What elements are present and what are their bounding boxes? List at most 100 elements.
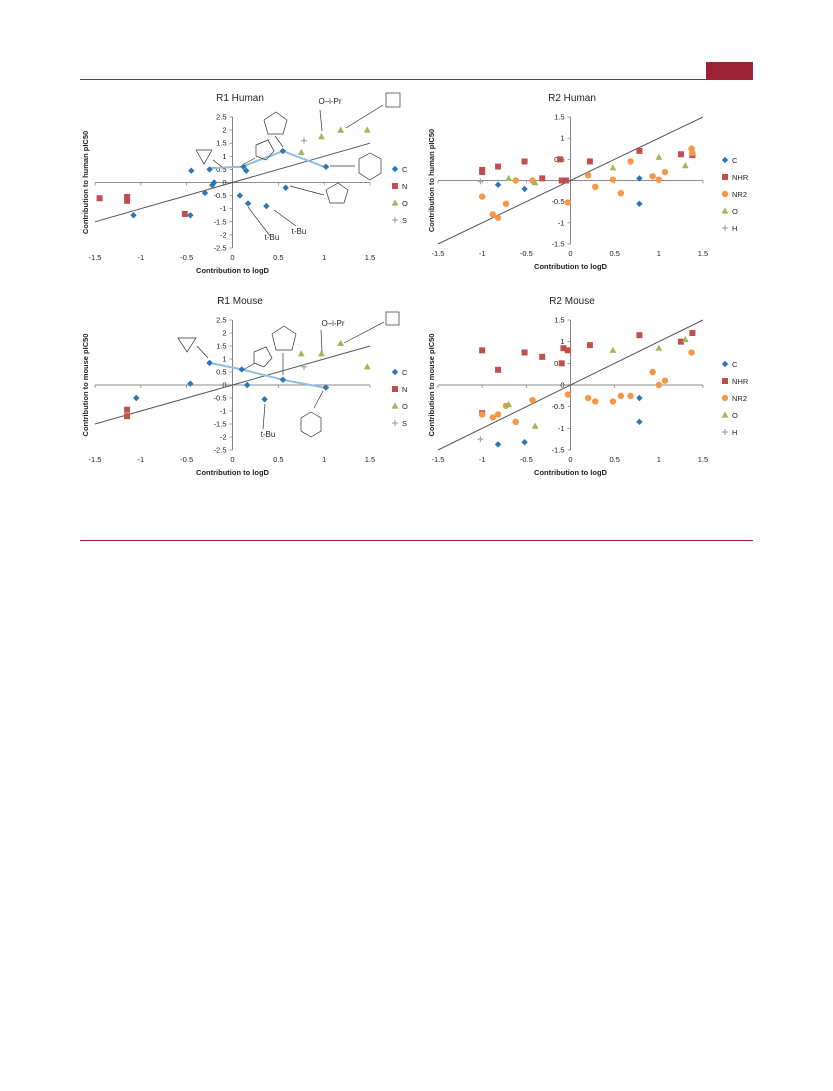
header-rule [80, 79, 753, 80]
legend-marker [391, 165, 399, 173]
legend-label: NR2 [732, 190, 747, 199]
data-point [124, 413, 131, 420]
data-point [130, 212, 137, 219]
data-point [124, 197, 131, 204]
x-tick-label: 0 [568, 249, 572, 258]
data-point [318, 350, 325, 357]
data-point [489, 211, 496, 218]
data-point [592, 183, 599, 191]
series-O [505, 335, 689, 429]
y-axis-label: Contribution to human pIC50 [427, 129, 436, 232]
data-point [627, 158, 634, 165]
data-point [124, 406, 131, 413]
data-point [337, 126, 345, 133]
y-tick-label: 1 [222, 152, 226, 161]
legend-label: H [732, 428, 737, 437]
data-point [494, 214, 502, 221]
legend-label: N [402, 385, 407, 394]
legend-label: C [402, 368, 408, 377]
x-axis-label: Contribution to logD [196, 266, 269, 275]
y-tick-label: 2 [222, 126, 226, 135]
arrow [262, 403, 266, 430]
data-point [477, 436, 484, 443]
series-C [494, 175, 643, 207]
data-point [261, 396, 268, 403]
chart-1: R2 Human1.510.50-0.5-1-1.5-1.5-1-0.500.5… [427, 93, 749, 271]
data-point [301, 137, 307, 144]
data-point [238, 366, 245, 373]
arrow [313, 390, 324, 409]
legend-label: O [402, 199, 408, 208]
annotation-label: t-Bu [292, 227, 307, 236]
cyclopropyl-icon [195, 149, 213, 165]
series-NHR [479, 330, 696, 417]
data-point [187, 380, 194, 387]
y-tick-label: -0.5 [552, 197, 565, 206]
y-tick-label: 1 [560, 337, 564, 346]
y-tick-label: -1.5 [214, 217, 227, 226]
data-point [243, 167, 250, 174]
x-tick-label: -0.5 [180, 455, 193, 464]
arrow [242, 362, 256, 371]
arrow [289, 185, 325, 196]
legend-marker [722, 429, 728, 435]
x-tick-label: 1.5 [365, 253, 375, 262]
data-point [564, 391, 572, 398]
data-point [479, 347, 486, 354]
data-point [688, 349, 695, 356]
cyclohexyl-icon [300, 411, 322, 438]
x-tick-label: 1 [657, 249, 661, 258]
data-point [521, 349, 528, 356]
data-point [337, 339, 345, 346]
data-point [609, 398, 617, 405]
data-point [279, 147, 287, 155]
legend-label: NHR [732, 377, 749, 386]
legend-marker [721, 411, 729, 418]
annotation-label: O–i-Pr [321, 319, 344, 328]
x-tick-label: 0.5 [609, 249, 619, 258]
data-point [201, 189, 209, 197]
arrow [243, 157, 256, 165]
series-H [477, 178, 484, 185]
data-point [564, 347, 571, 354]
legend-marker [721, 190, 729, 198]
x-tick-label: 1.5 [698, 249, 708, 258]
chart-2: R1 Mouse 2.5 2 1.5 1 0.5 0 -0.5 -1 -1.5 -2 -2.5 -1.5… [81, 296, 408, 477]
data-point [677, 338, 684, 345]
series-NR2 [478, 349, 695, 426]
series-O [297, 339, 371, 370]
data-point [661, 377, 669, 384]
y-tick-label: -2 [220, 230, 227, 239]
data-point [494, 181, 502, 188]
legend-label: NHR [732, 173, 749, 182]
data-point [564, 199, 572, 206]
data-point [609, 346, 617, 353]
data-point [586, 158, 593, 165]
highlight-line [209, 149, 325, 170]
x-tick-label: -1.5 [432, 249, 445, 258]
legend-label: C [732, 156, 738, 165]
data-point [556, 156, 563, 163]
series-NHR [479, 147, 696, 184]
data-point [279, 376, 287, 383]
x-tick-label: 0.5 [273, 455, 283, 464]
y-tick-label: -0.5 [552, 402, 565, 411]
data-point [188, 167, 195, 174]
legend-label: C [732, 360, 738, 369]
legend-marker [722, 378, 728, 384]
x-tick-label: 1 [322, 455, 326, 464]
data-point [617, 392, 625, 400]
structure-annotations [177, 311, 400, 438]
x-axis-label: Contribution to logD [534, 468, 607, 477]
header-accent-block [706, 62, 753, 79]
data-point [363, 363, 371, 370]
y-tick-label: -0.5 [214, 191, 227, 200]
data-point [236, 192, 244, 199]
series-N [124, 406, 131, 420]
data-point [521, 158, 528, 165]
cyclopentyl-icon [263, 111, 288, 135]
cyclobutyl-icon [385, 92, 401, 108]
arrow [196, 345, 209, 359]
legend-label: S [402, 216, 407, 225]
legend-marker [392, 420, 398, 426]
